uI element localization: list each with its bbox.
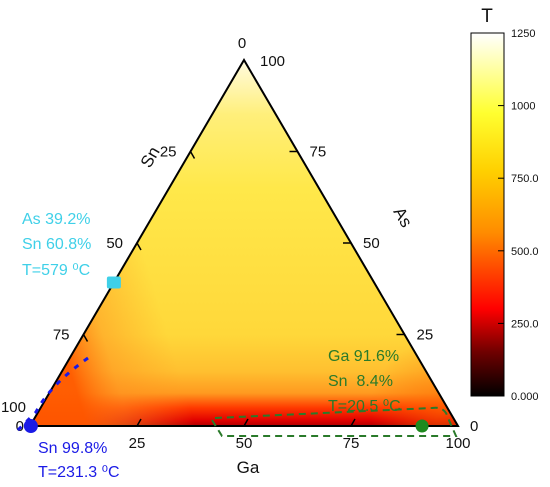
- tick-mark: [243, 418, 249, 427]
- annotation-line: Sn 8.4%: [328, 373, 393, 390]
- colorbar-title: T: [481, 6, 493, 27]
- colorbar: T 0.000 250.0 500.0 750.0 1000 1250: [470, 6, 539, 403]
- colorbar-tick-label: 500.0: [511, 246, 539, 258]
- tick-label-as: 0: [470, 418, 478, 435]
- colorbar-tick-label: 1000: [511, 101, 535, 113]
- tick-label-ga: 50: [236, 435, 253, 452]
- annotation-line: T=20.5 ⁰C: [328, 398, 401, 415]
- tick-mark: [136, 242, 142, 251]
- annotation-line: T=231.3 ⁰C: [38, 464, 120, 481]
- ternary-points: [23, 276, 429, 433]
- annotation-line: Sn 60.8%: [22, 236, 91, 253]
- colorbar-ticks: 0.000 250.0 500.0 750.0 1000 1250: [498, 28, 539, 403]
- dashed-region-green: [211, 406, 458, 437]
- annotation-sn: Sn 99.8% T=231.3 ⁰C: [38, 440, 120, 481]
- annotation-line: As 39.2%: [22, 211, 90, 228]
- data-point: [415, 419, 429, 433]
- tick-mark: [82, 334, 89, 342]
- tick-label-ga: 100: [445, 435, 470, 452]
- dashed-region-blue: [14, 356, 89, 434]
- annotation-line: Ga 91.6%: [328, 348, 399, 365]
- tick-mark: [350, 418, 356, 427]
- colorbar-tick-label: 250.0: [511, 318, 539, 330]
- tick-mark: [136, 418, 142, 427]
- colorbar-tick-label: 0.000: [511, 391, 539, 403]
- ternary-heat-field: [30, 60, 458, 426]
- tick-label-sn: 75: [53, 327, 70, 344]
- tick-label-ga: 25: [129, 435, 146, 452]
- data-point: [23, 419, 38, 433]
- annotation-as-sn: As 39.2% Sn 60.8% T=579 ⁰C: [22, 211, 91, 279]
- tick-label-ga: 75: [343, 435, 360, 452]
- tick-label-as: 50: [363, 235, 380, 252]
- annotation-line: Sn 99.8%: [38, 440, 107, 457]
- colorbar-gradient: [470, 32, 505, 397]
- tick-label-as: 75: [310, 144, 327, 161]
- data-point: [106, 276, 121, 289]
- tick-label-sn: 25: [160, 144, 177, 161]
- colorbar-tick-label: 750.0: [511, 173, 539, 185]
- tick-label-as: 25: [417, 327, 434, 344]
- tick-label-sn: 100: [1, 399, 26, 416]
- axis-title-ga: Ga: [237, 458, 260, 477]
- tick-label-as: 100: [260, 53, 285, 70]
- annotation-line: T=579 ⁰C: [22, 262, 90, 279]
- tick-label-sn: 50: [106, 235, 123, 252]
- axis-title-as: As: [390, 204, 416, 231]
- annotation-ga-sn: Ga 91.6% Sn 8.4% T=20.5 ⁰C: [328, 348, 401, 415]
- tick-mark: [189, 151, 196, 159]
- tick-label-sn: 0: [238, 35, 246, 52]
- colorbar-tick-label: 1250: [511, 28, 535, 40]
